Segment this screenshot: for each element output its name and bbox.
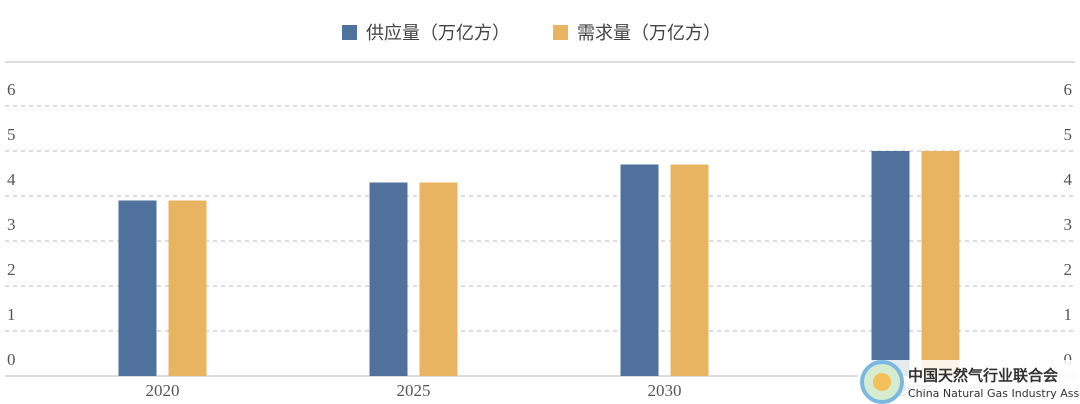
legend-label: 供应量（万亿方）	[366, 23, 510, 44]
y2-tick-label: 6	[1064, 80, 1073, 99]
y2-tick-label: 1	[1064, 305, 1073, 324]
y2-tick-label: 2	[1064, 260, 1073, 279]
y2-tick-label: 0	[1064, 350, 1073, 369]
logo-title: 中国天然气行业联合会	[908, 367, 1058, 385]
legend-swatch	[342, 25, 357, 40]
y-tick-label: 3	[7, 215, 16, 234]
bar	[921, 151, 960, 376]
bar	[871, 151, 910, 376]
legend-label: 需求量（万亿方）	[577, 23, 721, 44]
bar	[369, 182, 408, 376]
bar	[670, 164, 709, 376]
y2-tick-label: 5	[1064, 125, 1073, 144]
logo: 中国天然气行业联合会 China Natural Gas Industry Ass…	[858, 360, 1080, 404]
y-tick-label: 5	[7, 125, 16, 144]
legend-swatch	[553, 25, 568, 40]
bar	[168, 200, 207, 376]
y2-tick-label: 4	[1064, 170, 1073, 189]
x-tick-label: 2020	[146, 381, 180, 400]
y-tick-label: 2	[7, 260, 16, 279]
x-tick-label: 2030	[648, 381, 682, 400]
y2-tick-label: 3	[1064, 215, 1073, 234]
y-tick-label: 0	[7, 350, 16, 369]
bar	[620, 164, 659, 376]
bar	[118, 200, 157, 376]
y-tick-label: 6	[7, 80, 16, 99]
logo-core	[873, 373, 891, 391]
y-tick-label: 4	[7, 170, 16, 189]
logo-subtitle: China Natural Gas Industry Association	[908, 387, 1080, 400]
y-tick-label: 1	[7, 305, 16, 324]
bar	[419, 182, 458, 376]
x-tick-label: 2025	[397, 381, 431, 400]
